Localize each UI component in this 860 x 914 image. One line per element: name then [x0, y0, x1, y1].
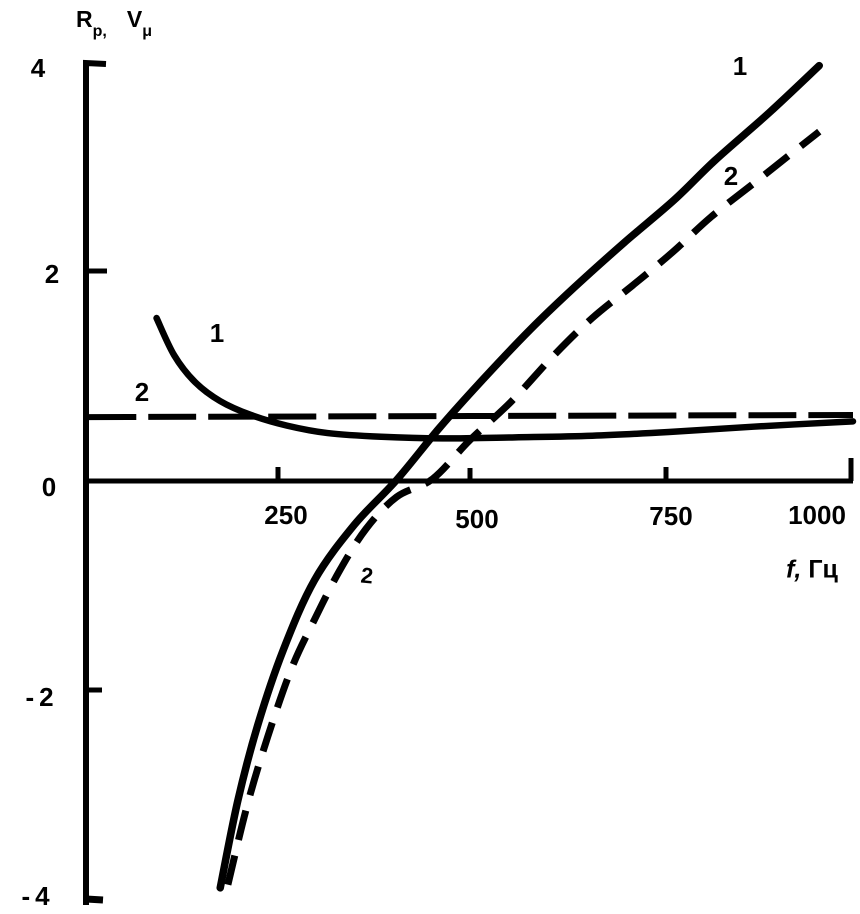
y-tick-0: 0	[41, 472, 57, 502]
curve-2-horizontal-dashed	[88, 411, 854, 421]
x-axis-unit: Гц	[808, 555, 838, 584]
curve-label-1-steep: 1	[732, 51, 748, 81]
y-axis	[83, 59, 107, 905]
x-axis-symbol: f,	[786, 555, 802, 584]
curve-label-2-horizontal: 2	[134, 377, 150, 407]
x-axis	[86, 458, 854, 484]
y-axis-symbol-r-sub: p,	[92, 22, 107, 40]
y-tick-neg2: -2	[25, 682, 59, 712]
y-tick-2: 2	[44, 259, 60, 289]
x-tick-500: 500	[455, 504, 499, 534]
curve-1-flat-solid	[153, 314, 857, 442]
y-axis-title: Rp, Vμ	[76, 6, 152, 40]
x-tick-1000: 1000	[788, 500, 846, 530]
y-tick-4: 4	[30, 53, 46, 83]
curve-1-steep-solid	[216, 61, 824, 892]
x-tick-750: 750	[649, 501, 693, 531]
x-axis-title: f, Гц	[786, 556, 838, 585]
y-tick-neg4: -4	[21, 881, 55, 911]
y-axis-symbol-r: R	[76, 6, 93, 32]
y-axis-symbol-v: V	[126, 6, 143, 32]
y-axis-symbol-v-sub: μ	[142, 22, 152, 40]
curve-label-1-flat: 1	[209, 318, 225, 348]
curve-2-steep-dashed	[224, 128, 822, 886]
curve-label-2-steep: 2	[723, 161, 739, 191]
x-tick-250: 250	[264, 500, 308, 530]
curve-label-2-steep-mid: 2	[359, 562, 375, 589]
